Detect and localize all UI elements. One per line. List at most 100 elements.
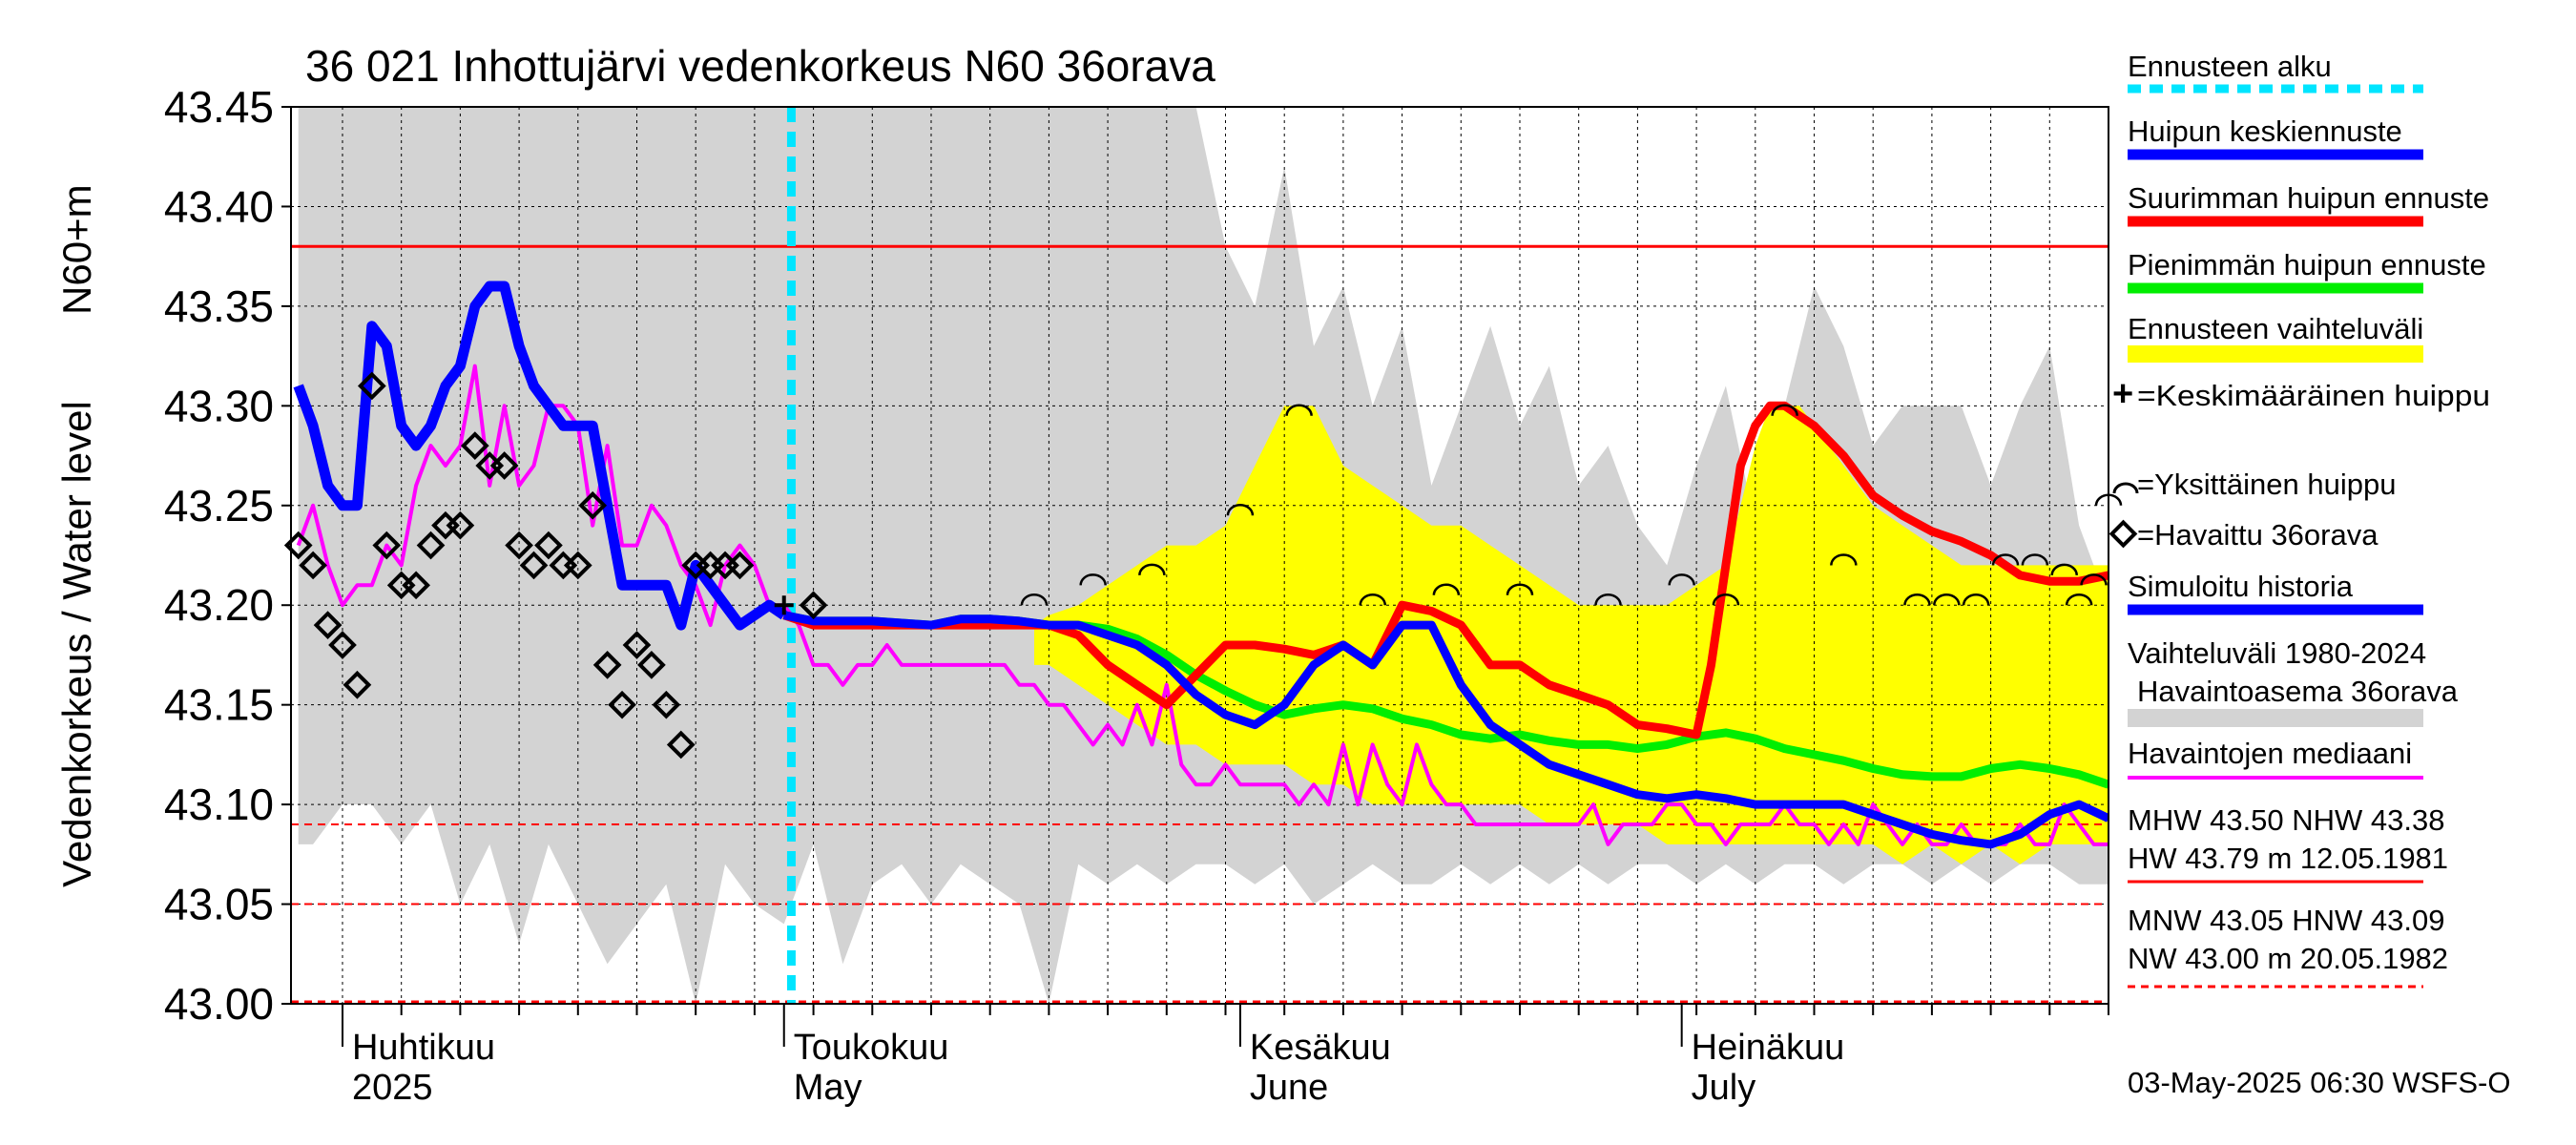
legend-stats-low-1: MNW 43.05 HNW 43.09 <box>2128 904 2445 937</box>
observed-point <box>343 670 372 699</box>
y-tick-label: 43.00 <box>164 979 274 1029</box>
legend-stats-high-1: MHW 43.50 NHW 43.38 <box>2128 803 2445 837</box>
legend-stats-high-2: HW 43.79 m 12.05.1981 <box>2128 842 2448 875</box>
y-axis-unit-label: N60+m <box>54 184 99 315</box>
legend-median-label: Havaintojen mediaani <box>2128 737 2412 770</box>
single-peak-marker <box>1962 593 1990 606</box>
legend-forecast-range-label: Ennusteen vaihteluväli <box>2128 312 2423 345</box>
single-peak-marker <box>1359 593 1386 606</box>
legend-forecast-start-label: Ennusteen alku <box>2128 50 2332 83</box>
single-peak-marker <box>1991 553 2020 566</box>
legend-mean-peak-symbol: + <box>2112 374 2133 414</box>
x-month-label-fi: Toukokuu <box>794 1028 949 1068</box>
observed-point <box>489 451 519 480</box>
y-tick-label: 43.40 <box>164 181 274 231</box>
single-peak-marker <box>1830 553 1858 566</box>
observed-point <box>446 510 475 540</box>
single-peak-marker <box>1668 573 1695 586</box>
x-month-label-fi: Huhtikuu <box>352 1028 495 1068</box>
single-peak-marker <box>1933 593 1961 606</box>
y-tick-label: 43.30 <box>164 381 274 430</box>
legend-stats-low-2: NW 43.00 m 20.05.1982 <box>2128 942 2448 975</box>
single-peak-marker <box>1506 583 1534 595</box>
x-month-label-en: May <box>794 1068 862 1108</box>
observed-point <box>505 531 533 560</box>
legend-observed-label: =Havaittu 36orava <box>2137 518 2379 552</box>
legend-simulated-label: Simuloitu historia <box>2128 570 2354 603</box>
observed-point <box>313 611 343 639</box>
y-tick-label: 43.05 <box>164 880 274 929</box>
observed-point <box>475 451 505 480</box>
y-tick-label: 43.15 <box>164 680 274 730</box>
observed-point <box>534 531 563 560</box>
observed-point <box>386 571 416 600</box>
legend-observed-symbol <box>2109 519 2138 549</box>
single-peak-marker <box>1138 563 1166 576</box>
single-peak-marker <box>1226 503 1255 516</box>
single-peak-marker <box>1712 593 1740 606</box>
x-month-label-en: June <box>1250 1068 1328 1108</box>
legend-history-range-label-2: Havaintoasema 36orava <box>2137 675 2459 708</box>
y-axis-label: Vedenkorkeus / Water level <box>54 401 99 887</box>
observed-point <box>299 551 327 580</box>
observed-point <box>283 531 313 560</box>
observed-point <box>549 551 578 580</box>
single-peak-marker <box>1020 593 1049 606</box>
legend-single-peak-symbol <box>2112 482 2139 494</box>
legend-mean-peak-label: =Keskimääräinen huippu <box>2137 379 2490 412</box>
observed-point <box>328 631 357 659</box>
legend-peak-max-label: Suurimman huipun ennuste <box>2128 181 2489 215</box>
forecast-range-layer <box>1034 406 2109 864</box>
y-tick-label: 43.10 <box>164 780 274 829</box>
y-tick-label: 43.25 <box>164 481 274 531</box>
simulated-history-line <box>293 281 787 631</box>
y-ticks-layer: 43.45 43.40 43.35 43.30 43.25 43.20 43.15 43.10… <box>164 82 291 1029</box>
legend-forecast-range-swatch <box>2128 345 2423 363</box>
observed-point <box>563 551 592 580</box>
observed-point <box>608 690 636 719</box>
x-month-label-en: 2025 <box>352 1068 433 1108</box>
observed-point <box>725 551 755 580</box>
observed-point <box>416 531 446 560</box>
observed-point <box>799 591 828 620</box>
legend-single-peak-label: =Yksittäinen huippu <box>2137 468 2396 501</box>
single-peak-marker <box>2021 553 2049 566</box>
y-tick-label: 43.45 <box>164 82 274 132</box>
x-month-label-fi: Heinäkuu <box>1692 1028 1845 1068</box>
markers-layer <box>283 371 2123 760</box>
observed-point <box>402 571 430 600</box>
legend-peak-mean-label: Huipun keskiennuste <box>2128 114 2402 148</box>
single-peak-marker <box>1771 404 1798 416</box>
single-peak-marker <box>2080 573 2108 586</box>
y-tick-label: 43.35 <box>164 281 274 331</box>
single-peak-marker <box>1432 583 1461 595</box>
legend-history-range-swatch <box>2128 709 2423 727</box>
observed-point <box>519 551 549 580</box>
legend-peak-min-label: Pienimmän huipun ennuste <box>2128 248 2486 281</box>
observed-point <box>357 371 386 401</box>
single-peak-marker <box>1079 573 1107 586</box>
observed-point <box>592 651 622 679</box>
observed-point <box>578 490 608 520</box>
observed-point <box>652 690 681 719</box>
x-month-label-en: July <box>1692 1068 1756 1108</box>
plot-frame <box>290 106 2109 1005</box>
single-peak-marker <box>1285 404 1313 416</box>
observed-point <box>372 531 402 560</box>
single-peak-marker <box>1594 593 1622 606</box>
observed-point <box>622 631 652 659</box>
x-month-label-fi: Kesäkuu <box>1250 1028 1391 1068</box>
single-peak-marker <box>2065 593 2093 606</box>
y-tick-label: 43.20 <box>164 580 274 630</box>
series-lines-layer <box>293 281 2109 849</box>
single-peak-marker <box>2050 563 2078 576</box>
observed-point <box>681 551 711 580</box>
peak-mean-forecast-line <box>782 611 2109 849</box>
observed-point <box>460 431 489 460</box>
single-peak-marker <box>1903 593 1931 606</box>
observed-point <box>696 551 725 580</box>
chart-title: 36 021 Inhottujärvi vedenkorkeus N60 36o… <box>305 41 1215 91</box>
mean-peak-marker <box>774 595 794 615</box>
